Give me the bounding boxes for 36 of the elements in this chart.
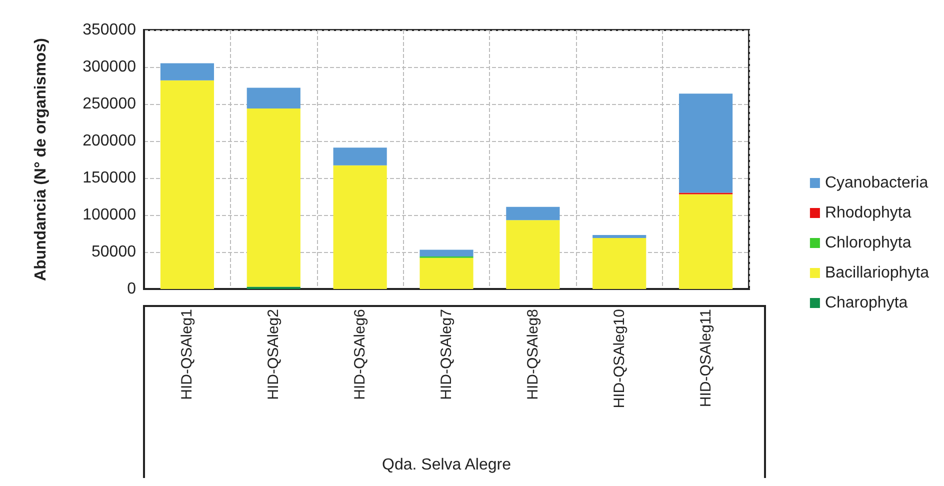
legend-label: Bacillariophyta: [824, 264, 930, 282]
legend-label: Rhodophyta: [824, 204, 912, 222]
bar: [506, 220, 560, 289]
y-tick-label: 50000: [92, 244, 136, 260]
legend-label: Charophyta: [824, 294, 908, 312]
bar: [506, 206, 560, 220]
bar: [333, 165, 387, 289]
y-axis-title: Abundancia (N° de organismos): [32, 38, 50, 281]
x-tick-label: HID-QSAleg2: [265, 309, 282, 400]
y-tick-label: 250000: [82, 96, 136, 112]
x-axis-title: Qda. Selva Alegre: [382, 456, 512, 474]
x-tick-label: HID-QSAleg11: [697, 309, 714, 408]
x-tick-label: HID-QSAleg10: [610, 309, 628, 408]
y-tick-label: 150000: [82, 170, 136, 186]
bar: [160, 80, 214, 289]
bar: [420, 258, 474, 289]
y-tick-label: 350000: [82, 22, 136, 38]
x-tick-label: HID-QSAleg1: [178, 309, 196, 400]
legend-label: Chlorophyta: [824, 234, 912, 252]
bar: [678, 94, 733, 193]
y-tick-label: 0: [127, 280, 136, 298]
y-tick-label: 100000: [82, 206, 136, 224]
bar: [246, 108, 300, 287]
bar: [678, 194, 733, 289]
x-tick-label: HID-QSAleg7: [438, 309, 455, 400]
bar: [333, 148, 387, 166]
x-tick-label: HID-QSAleg8: [524, 309, 542, 400]
legend-label: Cyanobacteria: [824, 174, 928, 192]
bar: [420, 250, 474, 256]
y-tick-label: 200000: [82, 132, 136, 150]
bar: [592, 238, 646, 289]
bar: [160, 63, 214, 80]
bar: [592, 234, 646, 238]
x-tick-label: HID-QSAleg6: [352, 309, 369, 400]
bar: [246, 88, 300, 108]
y-tick-label: 300000: [82, 58, 136, 76]
